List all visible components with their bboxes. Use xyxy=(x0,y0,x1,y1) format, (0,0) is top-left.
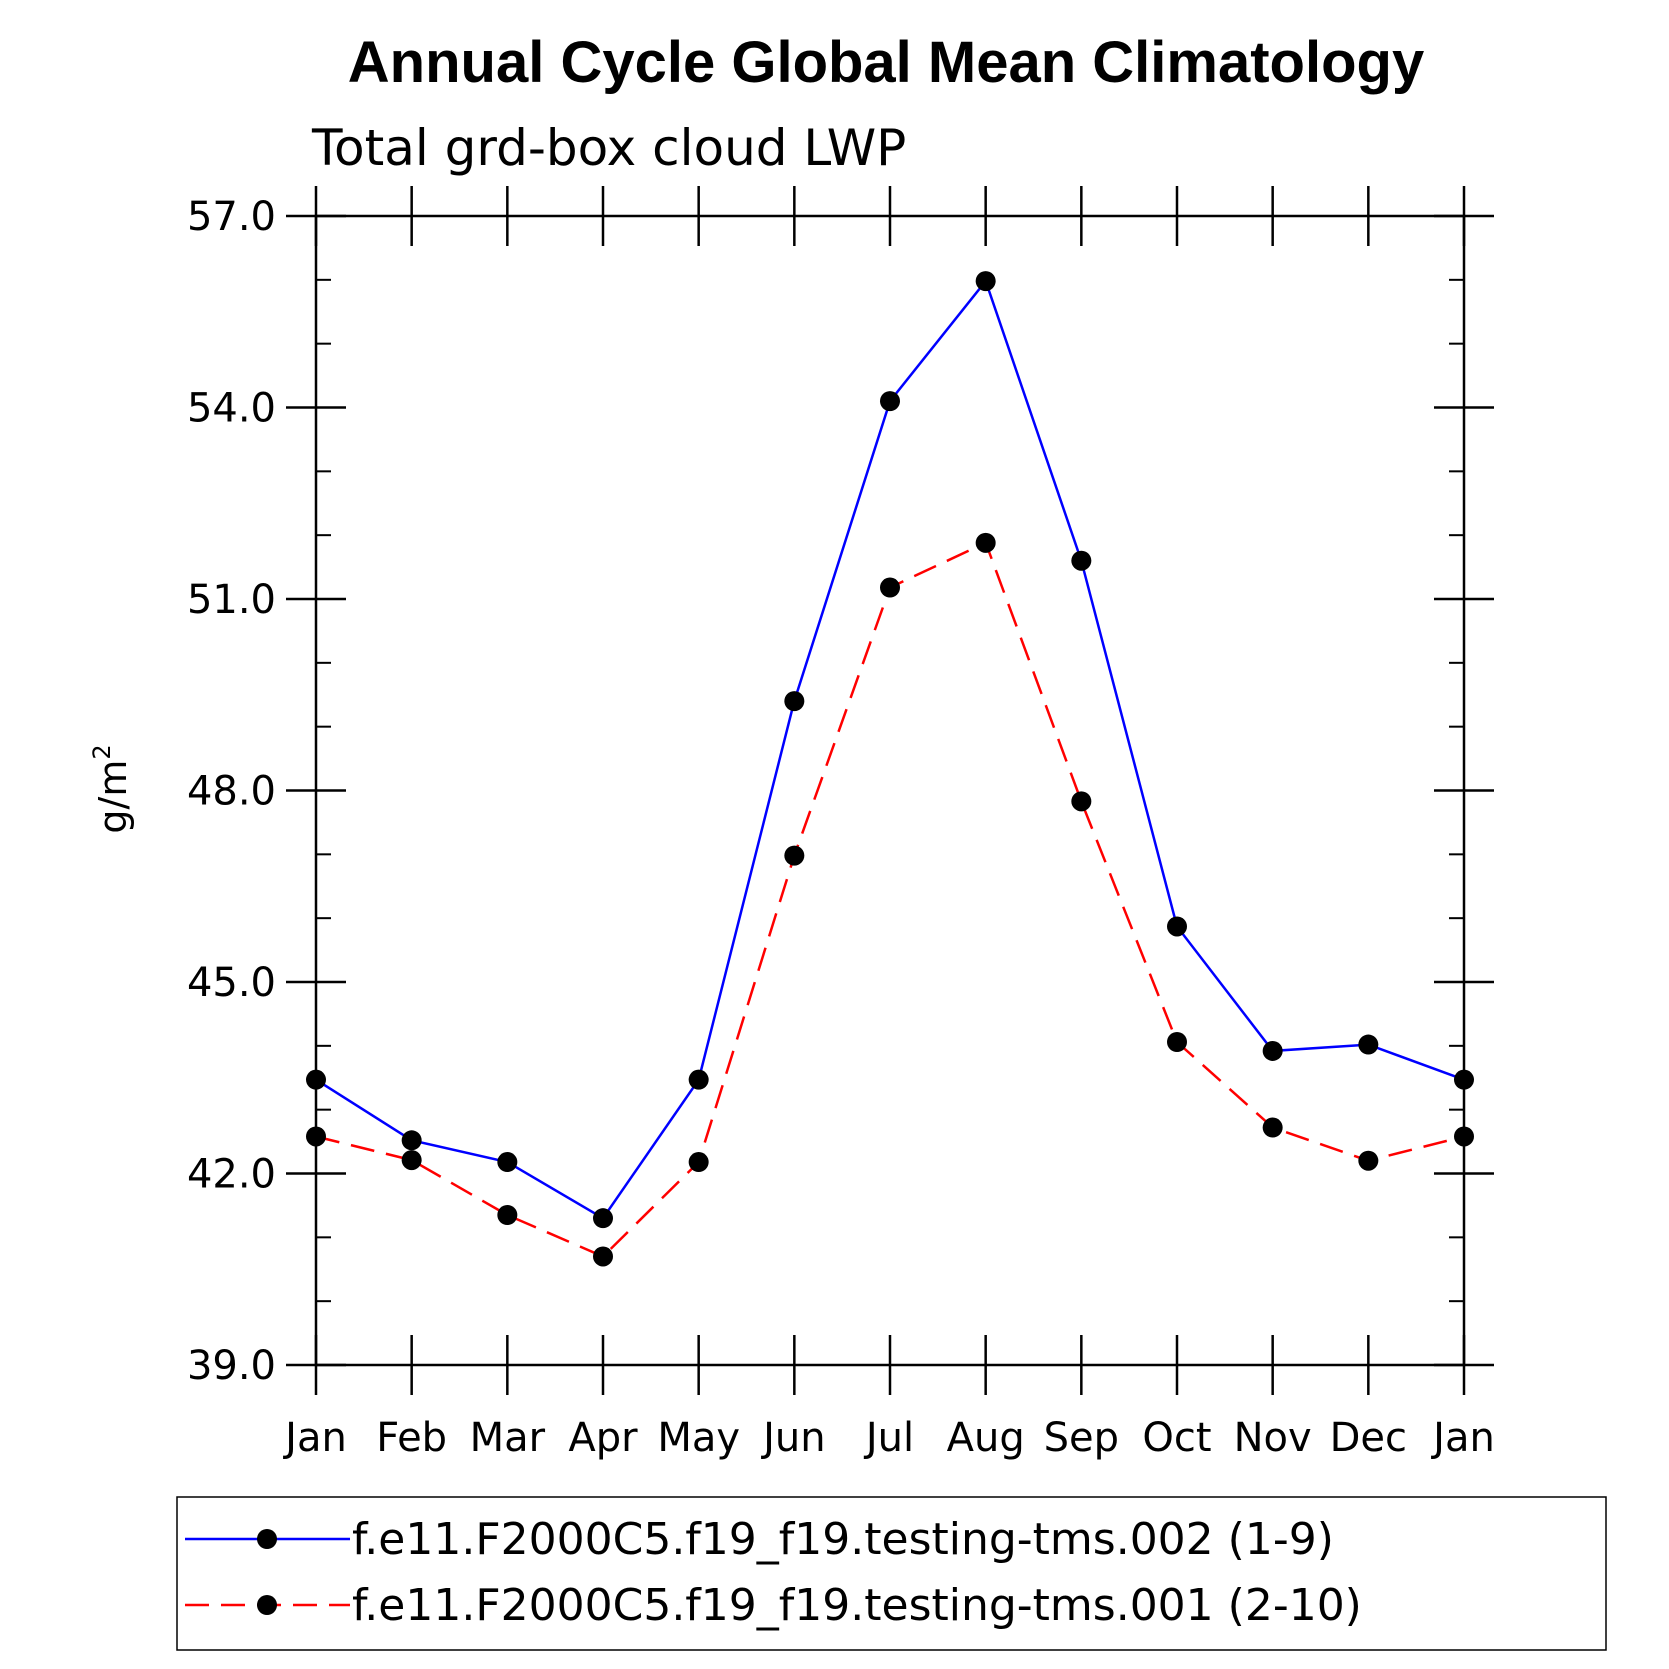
legend: f.e11.F2000C5.f19_f19.testing-tms.002 (1… xyxy=(176,1496,1607,1651)
chart-title: Annual Cycle Global Mean Climatology xyxy=(348,30,1424,95)
data-point-series-1 xyxy=(1262,1040,1283,1061)
y-tick-label: 48.0 xyxy=(187,769,276,815)
data-point-series-1 xyxy=(497,1152,518,1173)
data-point-series-1 xyxy=(784,691,805,712)
data-point-series-1 xyxy=(1358,1034,1379,1055)
y-tick-label: 54.0 xyxy=(187,386,276,432)
y-axis-label: g/m2 xyxy=(88,744,135,833)
x-tick-label: Jan xyxy=(282,1415,347,1461)
series-markers xyxy=(306,271,1474,1267)
data-point-series-2 xyxy=(1358,1150,1379,1171)
chart-subtitle: Total grd-box cloud LWP xyxy=(311,119,906,177)
x-tick-labels: Jan Feb Mar Apr May Jun Jul Aug Sep Oct Nov Dec Jan xyxy=(282,1415,1495,1461)
legend-box xyxy=(176,1496,1607,1651)
x-tick-label: Jan xyxy=(1430,1415,1495,1461)
data-point-series-2 xyxy=(975,532,996,553)
x-tick-label: Dec xyxy=(1330,1415,1407,1461)
plot-frame xyxy=(314,214,1466,1367)
data-point-series-2 xyxy=(784,845,805,866)
x-tick-label: Oct xyxy=(1142,1415,1211,1461)
data-point-series-2 xyxy=(593,1246,613,1267)
x-tick-label: Apr xyxy=(568,1415,638,1461)
x-tick-label: Sep xyxy=(1044,1415,1119,1461)
legend-marker-1 xyxy=(257,1529,277,1549)
x-tick-label: Jun xyxy=(760,1415,826,1461)
y-tick-labels: 39.0 42.0 45.0 48.0 51.0 54.0 57.0 xyxy=(187,194,276,1389)
axis-ticks xyxy=(286,186,1494,1395)
data-point-series-2 xyxy=(1262,1117,1283,1138)
data-point-series-2 xyxy=(880,577,900,598)
legend-label-1: f.e11.F2000C5.f19_f19.testing-tms.002 (1… xyxy=(352,1514,1334,1565)
x-tick-label: Nov xyxy=(1234,1415,1312,1461)
x-tick-label: Feb xyxy=(376,1415,447,1461)
x-tick-label: Mar xyxy=(470,1415,546,1461)
series-line-2 xyxy=(315,541,1465,1258)
y-tick-label: 51.0 xyxy=(187,577,276,623)
y-axis-label-superscript: 2 xyxy=(88,744,116,759)
data-point-series-1 xyxy=(688,1069,709,1090)
legend-marker-2 xyxy=(257,1595,277,1615)
series-lines xyxy=(315,278,1465,1258)
y-tick-label: 42.0 xyxy=(187,1152,276,1198)
data-point-series-1 xyxy=(975,271,996,292)
y-axis-label-base: g/m xyxy=(91,760,135,834)
x-tick-label: May xyxy=(657,1415,740,1461)
data-point-series-1 xyxy=(1071,550,1092,571)
legend-entries: f.e11.F2000C5.f19_f19.testing-tms.002 (1… xyxy=(185,1514,1362,1631)
y-tick-label: 45.0 xyxy=(187,960,276,1006)
y-tick-label: 39.0 xyxy=(187,1343,276,1389)
legend-label-2: f.e11.F2000C5.f19_f19.testing-tms.001 (2… xyxy=(352,1580,1362,1631)
x-tick-label: Jul xyxy=(863,1415,914,1461)
data-point-series-1 xyxy=(401,1130,422,1151)
data-point-series-1 xyxy=(593,1208,613,1229)
series-line-1 xyxy=(315,278,1465,1220)
data-point-series-2 xyxy=(1167,1032,1187,1053)
y-tick-label: 57.0 xyxy=(187,194,276,240)
data-point-series-2 xyxy=(688,1152,709,1173)
x-tick-label: Aug xyxy=(947,1415,1025,1461)
data-point-series-2 xyxy=(1071,791,1092,812)
data-point-series-2 xyxy=(497,1204,518,1225)
data-point-series-1 xyxy=(880,391,900,412)
data-point-series-2 xyxy=(401,1150,422,1171)
data-point-series-1 xyxy=(1167,916,1187,937)
